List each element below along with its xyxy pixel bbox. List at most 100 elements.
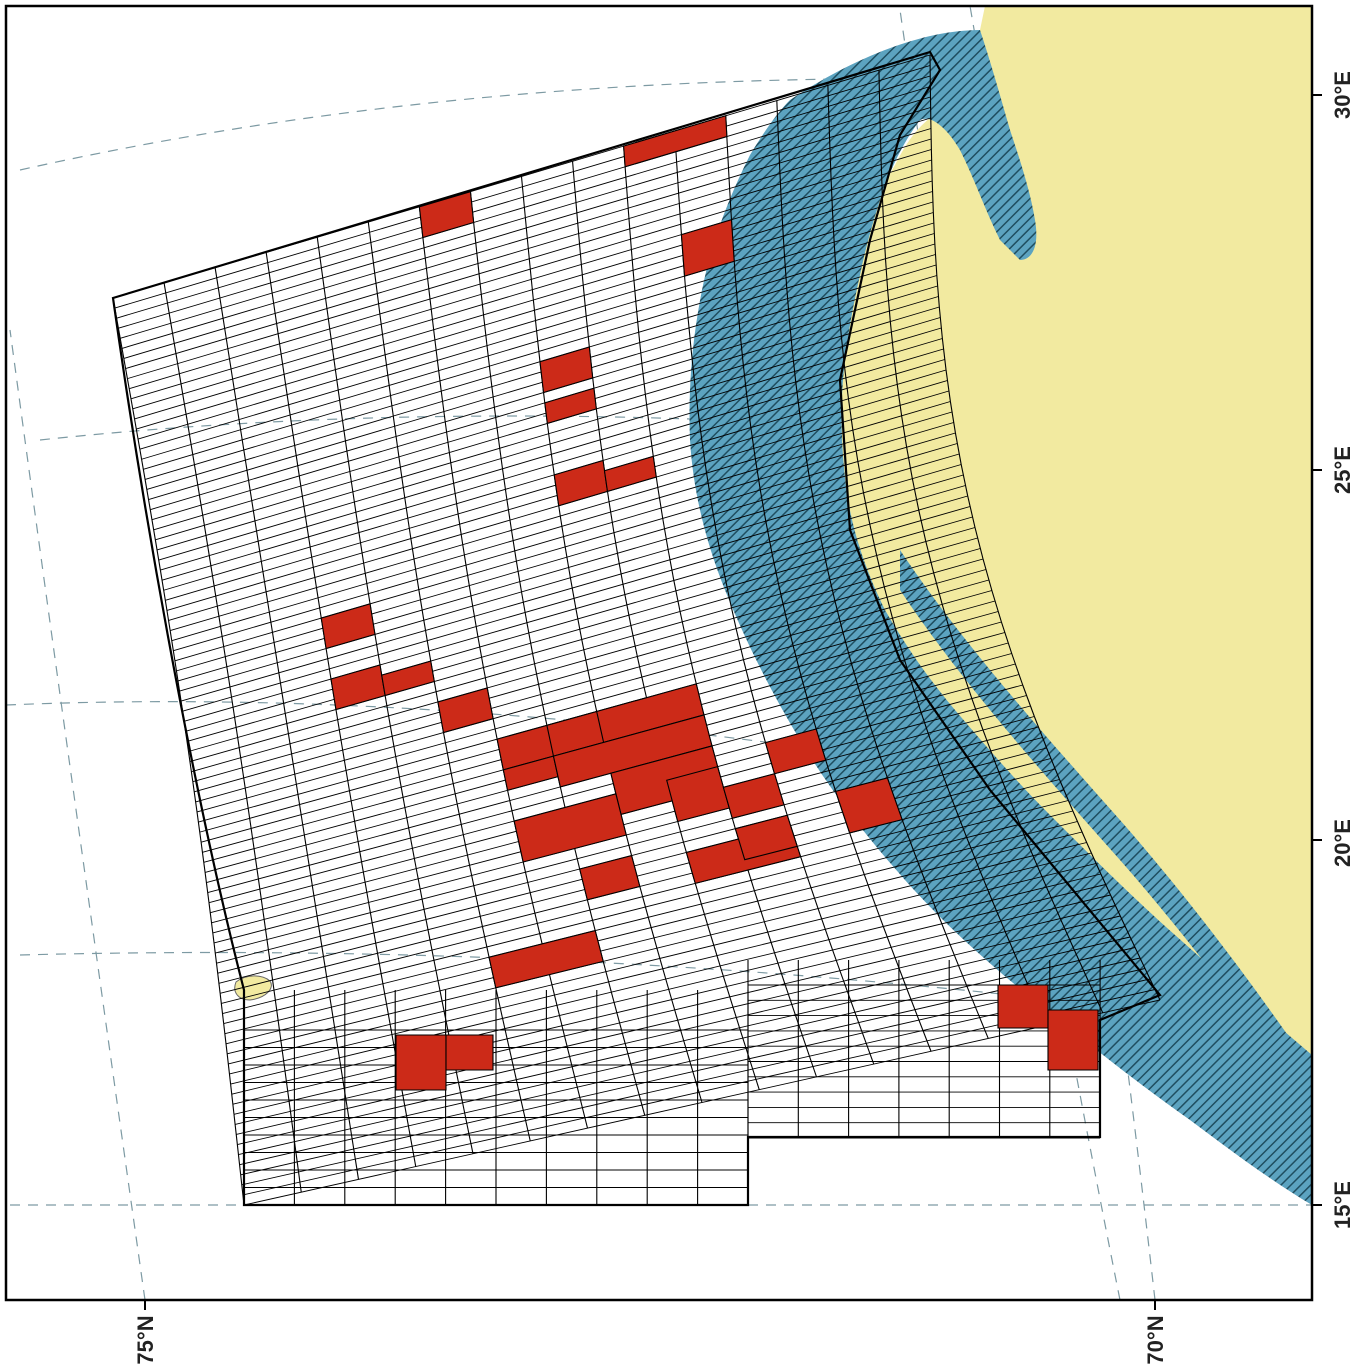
grid-line [453,483,459,515]
grid-line [860,863,873,896]
grid-line [161,348,944,581]
grid-line [248,480,254,511]
grid-line [782,225,786,257]
grid-line [582,285,587,317]
grid-line [613,532,620,564]
grid-line [222,800,1069,1014]
grid-line [924,881,939,914]
grid-line [297,465,303,497]
block-grid [112,54,1161,1206]
grid-line [635,301,640,333]
highlighted-block [513,793,627,863]
grid-line [144,479,151,510]
label-lon-30e: 30°E [1330,71,1355,119]
grid-line [746,396,752,428]
grid-line [913,850,927,883]
grid-line [949,401,956,434]
grid-line [229,863,1097,1075]
grid-line [676,162,680,194]
grid-line [186,516,973,742]
grid-line [627,208,632,240]
grid-line [586,899,596,931]
grid-line [127,138,932,380]
grid-line [193,464,200,496]
grid-line [203,525,210,556]
highlighted-block [1047,1009,1099,1071]
grid-line [228,852,1092,1065]
grid-line [842,631,852,664]
grid-line [215,963,221,994]
grid-line [933,572,943,605]
grid-line [406,817,413,849]
grid-line [459,1092,468,1124]
grid-line [196,811,202,843]
grid-line [837,304,842,337]
grid-line [625,177,629,209]
grid-line [376,953,384,984]
grid-line [630,625,638,657]
grid-line [466,1123,474,1154]
grid-line [978,868,993,901]
grid-line [750,690,761,723]
grid-line [579,1097,589,1129]
grid-line [891,618,902,650]
grid-line [320,267,327,299]
grid-line [690,348,695,380]
grid-line [776,100,779,132]
grid-line [1046,747,1061,780]
grid-line [173,343,180,374]
grid-line [291,753,297,785]
grid-line [329,328,335,360]
grid-line [334,1027,340,1058]
grid-line [686,642,695,674]
grid-line [143,233,935,470]
grid-line [168,313,175,344]
grid-line [325,648,332,680]
grid-line [579,254,584,286]
grid-line [753,890,765,922]
grid-line [563,1035,573,1067]
grid-line [911,478,920,511]
grid-line [538,684,546,716]
grid-line [497,437,504,469]
grid-line [208,902,214,933]
grid-line [636,656,645,688]
grid-line [507,790,515,822]
grid-line [178,373,185,405]
highlighted-block [997,984,1049,1029]
grid-line [788,319,793,351]
grid-line [254,858,261,890]
grid-line [820,538,829,570]
grid-line [350,800,357,832]
grid-line [706,472,713,505]
grid-line [271,632,278,663]
grid-line [395,436,401,468]
grid-line [213,585,220,617]
grid-line [1100,873,1116,906]
grid-line [814,506,822,539]
grid-line [182,485,966,712]
grid-line [163,282,170,314]
grid-line [133,418,141,450]
grid-line [473,222,478,254]
grid-line [174,660,181,692]
grid-line [687,317,692,349]
grid-line [624,594,632,626]
grid-line [1032,855,1047,888]
highlighted-block [395,1034,447,1091]
grid-line [656,948,667,980]
grid-line [225,831,1083,1045]
grid-line [827,85,830,117]
grid-line [436,360,442,392]
grid-line [164,600,171,631]
grid-line [960,667,973,699]
grid-line [114,65,931,309]
grid-line [276,662,283,694]
grid-line [879,101,881,134]
grid-line [227,842,1087,1055]
grid-line [399,467,406,498]
grid-line [185,506,971,732]
grid-line [982,729,996,762]
grid-line [156,317,941,551]
grid-line [595,408,601,440]
